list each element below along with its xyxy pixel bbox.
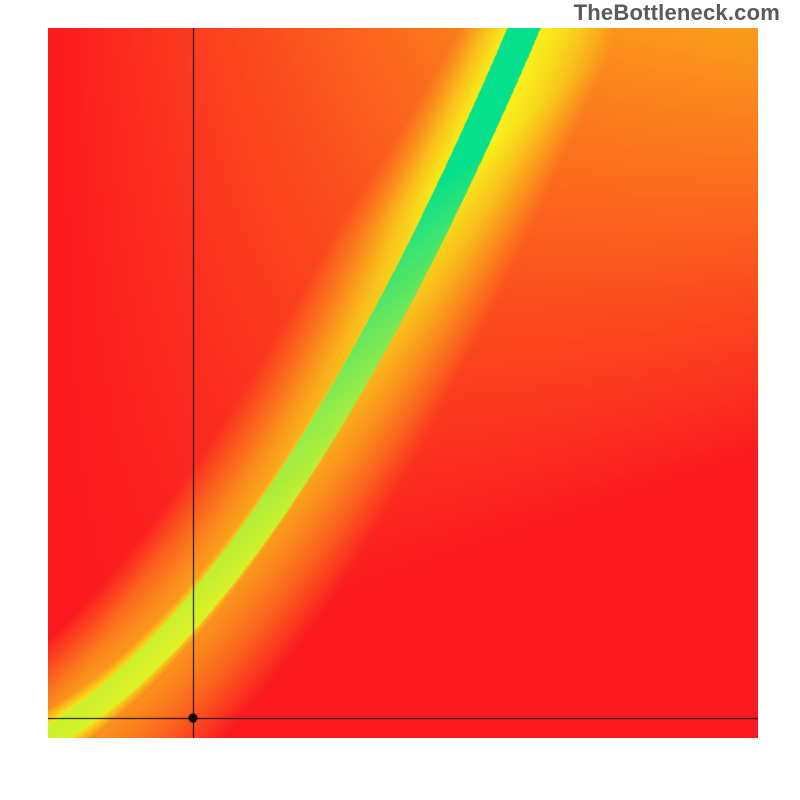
chart-container: TheBottleneck.com xyxy=(0,0,800,800)
plot-frame xyxy=(48,28,758,738)
heatmap-canvas xyxy=(48,28,758,738)
watermark-text: TheBottleneck.com xyxy=(574,0,780,26)
